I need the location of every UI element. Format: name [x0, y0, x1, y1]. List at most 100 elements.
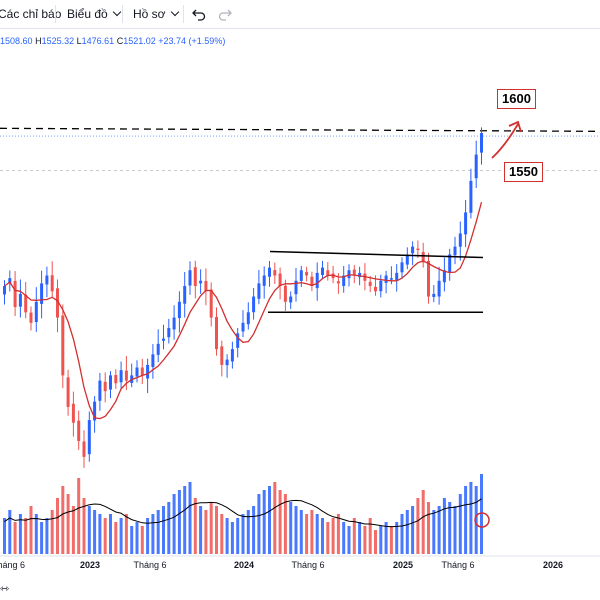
volume-bar [177, 490, 181, 554]
candle-body [374, 286, 377, 292]
candle-body [162, 338, 165, 341]
candle-body [103, 381, 107, 392]
volume-bar [61, 486, 65, 554]
x-axis-label: Tháng 6 [133, 560, 166, 570]
candle-body [220, 346, 224, 365]
undo-icon[interactable] [192, 7, 206, 21]
candle-body [135, 367, 139, 377]
volume-bar [82, 498, 86, 554]
candle-body [421, 252, 425, 263]
toolbar-divider [122, 5, 123, 23]
candle-body [87, 420, 91, 455]
candle-body [98, 380, 102, 401]
volume-bar [283, 494, 287, 554]
volume-bar [71, 506, 75, 554]
candle-body [119, 370, 123, 383]
profile-button[interactable]: Hồ sơ [133, 0, 179, 28]
volume-bar [209, 502, 213, 554]
candle-body [40, 283, 44, 304]
volume-bar [342, 522, 346, 554]
candle-body [209, 289, 213, 318]
volume-bar [13, 522, 17, 554]
volume-bar [252, 506, 256, 554]
candle-body [336, 281, 340, 284]
volume-bar [204, 510, 208, 554]
chart-type-label: Biểu đồ [67, 7, 108, 21]
volume-bar [442, 498, 446, 554]
x-axis-label: 2024 [234, 560, 254, 570]
candle-body [358, 272, 362, 278]
candle-body [384, 275, 388, 283]
x-axis-label: tháng 6 [0, 560, 25, 570]
volume-bar [66, 494, 70, 554]
volume-bar [389, 526, 393, 554]
top-toolbar: Các chỉ báo Biểu đồ Hồ sơ [0, 0, 600, 29]
volume-bar [336, 514, 340, 554]
candle-body [3, 286, 6, 295]
volume-bar [405, 510, 409, 554]
candle-body [299, 270, 303, 281]
candle-body [204, 280, 208, 292]
redo-icon[interactable] [218, 7, 232, 21]
candle-body [395, 272, 399, 281]
volume-bar [167, 502, 171, 554]
x-axis-label: Tháng 6 [441, 560, 474, 570]
volume-bar [411, 506, 415, 554]
volume-bar [140, 526, 144, 554]
volume-bar [87, 506, 91, 554]
candle-body [77, 420, 81, 442]
volume-bar [268, 486, 271, 554]
candle-body [177, 301, 181, 319]
volume-bar [321, 518, 324, 554]
volume-bar [241, 514, 245, 554]
candle-body [114, 375, 118, 384]
candle-body [283, 285, 287, 302]
volume-bar [395, 522, 399, 554]
volume-bar [368, 518, 372, 554]
close-prefix: C [116, 36, 124, 46]
candle-body [474, 154, 478, 179]
volume-bar [358, 522, 362, 554]
candle-body [252, 296, 256, 313]
candle-body [193, 267, 197, 287]
volume-bar [448, 502, 452, 554]
volume-bar [458, 494, 462, 554]
volume-bar [230, 522, 234, 554]
volume-bar [130, 526, 134, 554]
candle-body [71, 403, 75, 423]
candle-body [66, 377, 70, 407]
candle-body [188, 270, 192, 286]
volume-bar [98, 514, 102, 554]
candle-body [13, 280, 17, 308]
volume-bar [363, 526, 367, 554]
candle-body [352, 269, 356, 276]
high-value: 1525.32 [41, 36, 75, 46]
candle-body [464, 212, 468, 235]
candle-body [109, 375, 112, 390]
candle-body [45, 275, 49, 285]
candle-body [448, 254, 452, 273]
open-value: 1508.60 [0, 36, 33, 46]
candle-body [246, 312, 250, 325]
candle-body [379, 280, 383, 292]
candle-body [56, 288, 59, 318]
volume-bar [146, 518, 150, 554]
candle-body [469, 180, 473, 213]
candle-body [215, 316, 218, 350]
candle-body [257, 283, 261, 299]
volume-bar [29, 506, 33, 554]
volume-bar [384, 522, 388, 554]
volume-bar [273, 482, 277, 554]
volume-bar [464, 486, 468, 554]
x-axis-label: Tháng 6 [291, 560, 324, 570]
candle-body [273, 270, 277, 276]
volume-bar [294, 506, 298, 554]
candle-body [458, 233, 462, 247]
indicators-button[interactable]: Các chỉ báo [0, 0, 61, 28]
chart-type-button[interactable]: Biểu đồ [67, 0, 121, 28]
candle-body [453, 246, 457, 256]
volume-bar [172, 494, 176, 554]
candle-body [389, 278, 393, 280]
volume-bar [18, 514, 22, 554]
